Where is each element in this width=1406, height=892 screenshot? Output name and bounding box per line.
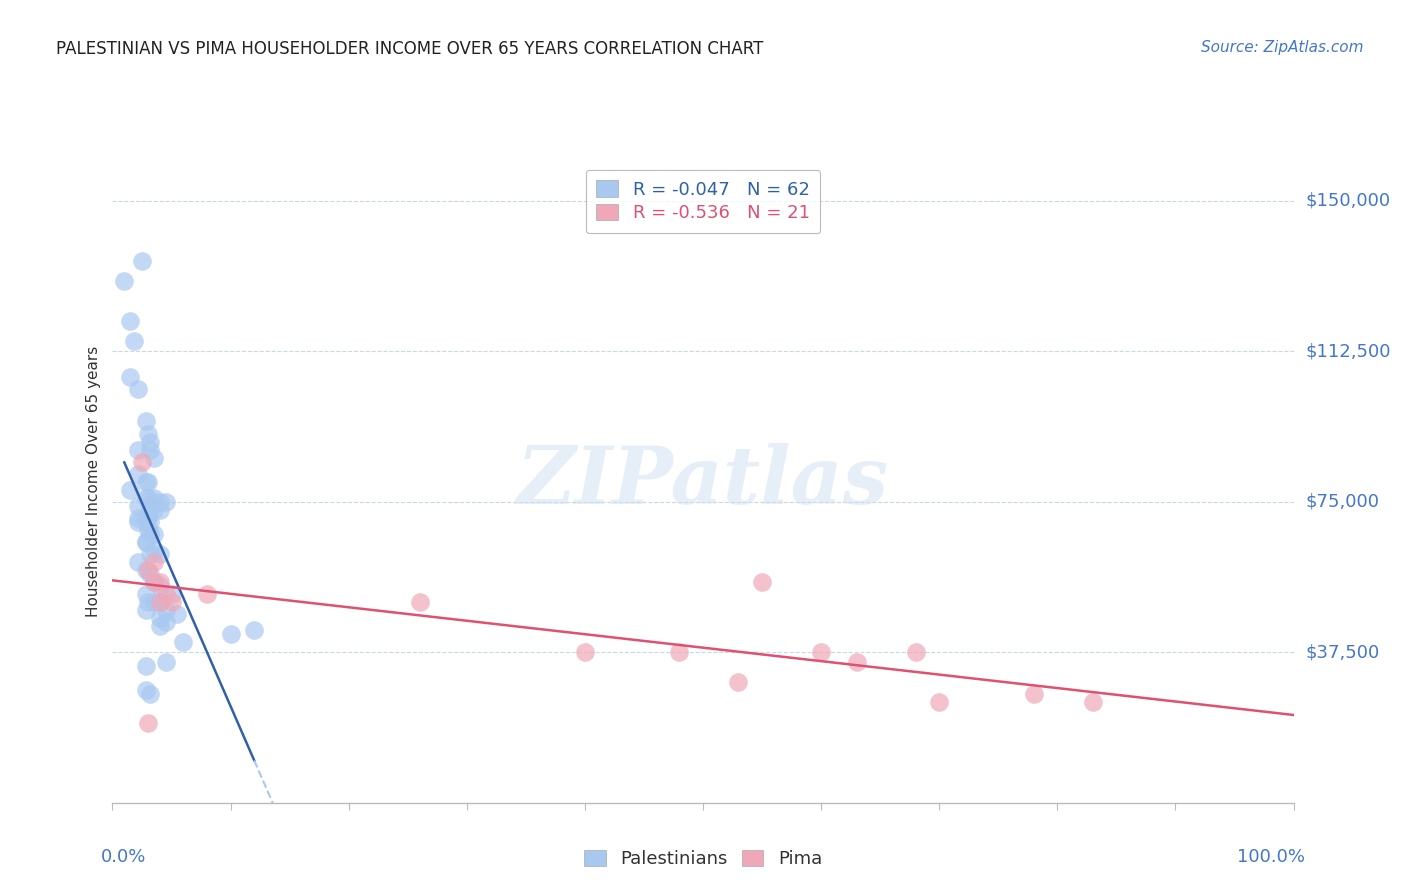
Point (155, 615, 177, 630)
Point (127, 442, 149, 457)
Text: $112,500: $112,500 (1305, 343, 1391, 360)
Point (139, 687, 162, 701)
Point (1081, 696, 1104, 710)
Point (149, 611, 172, 625)
Point (127, 499, 149, 513)
Point (142, 491, 165, 505)
Point (149, 579, 172, 593)
Point (408, 595, 430, 609)
Point (127, 383, 149, 397)
Point (136, 595, 159, 609)
Point (139, 515, 162, 529)
Point (135, 515, 157, 529)
Point (142, 450, 165, 465)
Point (155, 494, 177, 508)
Point (127, 510, 149, 524)
Point (1022, 687, 1045, 701)
Text: $37,500: $37,500 (1305, 643, 1379, 661)
Point (727, 675, 749, 690)
Point (135, 563, 157, 577)
Text: $75,000: $75,000 (1305, 492, 1379, 511)
Point (172, 635, 194, 649)
Point (112, 274, 135, 288)
Point (135, 475, 157, 489)
Point (149, 619, 172, 633)
Text: Source: ZipAtlas.com: Source: ZipAtlas.com (1201, 40, 1364, 55)
Point (127, 515, 149, 529)
Text: PALESTINIAN VS PIMA HOUSEHOLDER INCOME OVER 65 YEARS CORRELATION CHART: PALESTINIAN VS PIMA HOUSEHOLDER INCOME O… (56, 40, 763, 58)
Point (751, 575, 773, 590)
Point (139, 434, 162, 449)
Point (149, 547, 172, 561)
Point (155, 587, 177, 601)
Point (149, 595, 172, 609)
Point (219, 627, 242, 641)
Point (166, 607, 188, 622)
Point (195, 587, 218, 601)
Point (120, 314, 142, 328)
Point (149, 575, 172, 590)
Text: 0.0%: 0.0% (101, 847, 146, 866)
Point (668, 645, 690, 659)
Point (135, 415, 157, 429)
Point (135, 587, 157, 601)
Point (120, 370, 142, 384)
Point (136, 523, 159, 537)
Point (135, 491, 157, 505)
Point (139, 526, 162, 541)
Text: 100.0%: 100.0% (1237, 847, 1305, 866)
Point (136, 563, 159, 577)
Text: ZIPatlas: ZIPatlas (517, 443, 889, 520)
Point (135, 535, 157, 549)
Point (139, 567, 162, 582)
Point (135, 659, 157, 673)
Point (142, 575, 165, 590)
Text: $150,000: $150,000 (1305, 192, 1391, 210)
Point (928, 696, 950, 710)
Point (904, 645, 927, 659)
Point (142, 542, 165, 557)
Point (142, 595, 165, 609)
Point (131, 455, 153, 469)
Point (136, 715, 159, 730)
Point (135, 683, 157, 698)
Point (127, 467, 149, 481)
Point (845, 655, 868, 669)
Point (122, 334, 145, 349)
Point (155, 603, 177, 617)
Point (136, 491, 159, 505)
Point (160, 587, 183, 601)
Point (136, 507, 159, 521)
Point (139, 499, 162, 513)
Point (142, 526, 165, 541)
Point (142, 503, 165, 517)
Point (127, 555, 149, 569)
Point (142, 575, 165, 590)
Y-axis label: Householder Income Over 65 years: Householder Income Over 65 years (86, 346, 101, 617)
Point (135, 535, 157, 549)
Point (149, 503, 172, 517)
Point (149, 595, 172, 609)
Point (139, 547, 162, 561)
Point (135, 603, 157, 617)
Point (810, 645, 832, 659)
Point (120, 483, 142, 497)
Point (142, 555, 165, 569)
Point (131, 254, 153, 268)
Point (160, 595, 183, 609)
Point (155, 655, 177, 669)
Point (136, 510, 159, 524)
Point (136, 426, 159, 441)
Point (139, 442, 162, 457)
Point (243, 623, 266, 637)
Legend: Palestinians, Pima: Palestinians, Pima (575, 841, 831, 877)
Point (574, 645, 596, 659)
Point (136, 475, 159, 489)
Point (149, 494, 172, 508)
